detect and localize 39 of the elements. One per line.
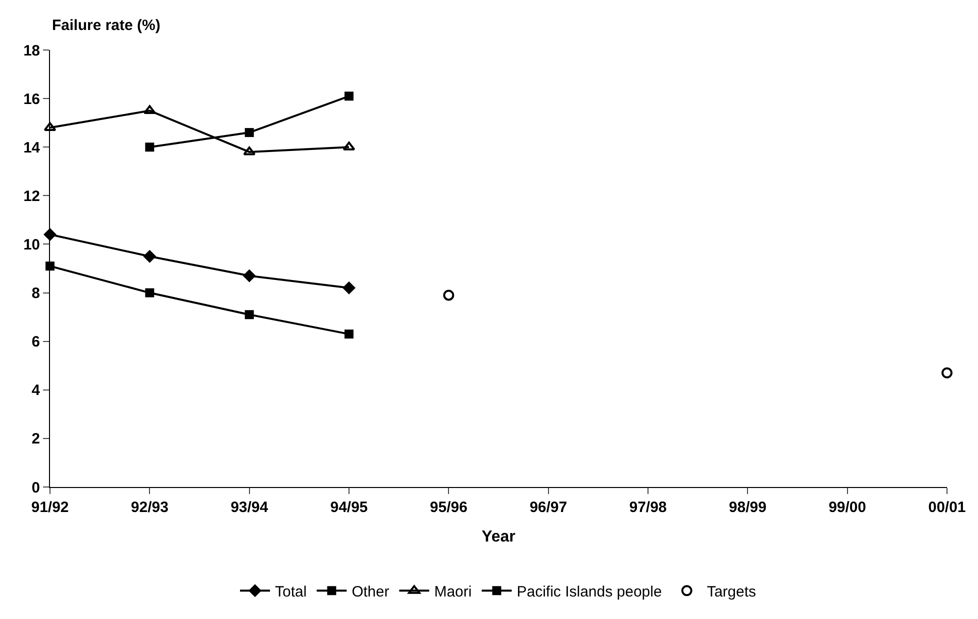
x-tick-label: 99/00 [828, 499, 866, 516]
y-tick-label: 14 [23, 139, 41, 156]
point [145, 142, 154, 152]
point [145, 288, 154, 298]
y-tick-label: 0 [32, 479, 40, 496]
y-tick-label: 16 [23, 90, 40, 108]
y-tick-label: 8 [32, 285, 40, 302]
y-tick-label: 2 [32, 430, 40, 448]
legend-label: Total [275, 584, 307, 600]
legend-label: Other [352, 584, 390, 600]
legend-label: Maori [434, 584, 472, 600]
y-tick-label: 10 [23, 236, 40, 254]
point [242, 269, 256, 282]
point [244, 128, 254, 138]
legend-label: Targets [706, 584, 756, 600]
y-axis-title: Failure rate (%) [52, 17, 160, 34]
x-tick-label: 94/95 [330, 499, 368, 516]
point [443, 290, 454, 301]
y-tick-label: 4 [32, 382, 41, 400]
point [942, 367, 952, 378]
x-tick-label: 93/94 [230, 499, 269, 516]
x-tick-label: 97/98 [629, 499, 667, 516]
x-tick-label: 00/01 [928, 499, 966, 516]
x-tick-label: 95/96 [430, 499, 468, 516]
y-tick-label: 18 [23, 42, 40, 60]
x-tick-label: 91/92 [31, 499, 69, 516]
point [143, 250, 156, 263]
x-tick-label: 98/99 [728, 499, 766, 516]
y-tick-label: 12 [23, 188, 40, 205]
point [344, 92, 354, 101]
point [342, 281, 356, 294]
legend-label: Pacific Islands people [516, 584, 662, 600]
y-tick-label: 6 [32, 334, 40, 351]
point [243, 146, 256, 156]
point [344, 330, 354, 339]
point [244, 310, 254, 320]
x-tick-label: 92/93 [130, 499, 168, 516]
x-axis-title: Year [482, 528, 516, 546]
x-tick-label: 96/97 [530, 499, 568, 516]
